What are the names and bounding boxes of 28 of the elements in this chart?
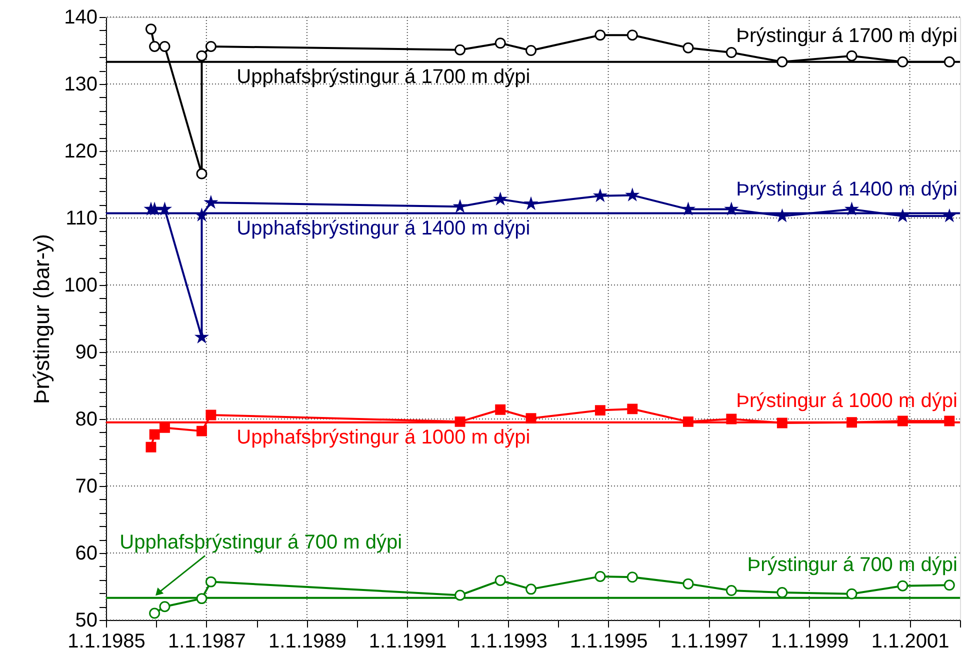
series-label: Þrýstingur á 1000 m dýpi <box>736 390 958 412</box>
ref-line-label: Upphafsþrýstingur á 1400 m dýpi <box>236 217 530 240</box>
y-tick-label: 110 <box>66 208 98 230</box>
y-tick-label: 70 <box>75 476 98 498</box>
x-tick-label: 1.1.1993 <box>469 630 548 652</box>
x-tick-label: 1.1.1987 <box>168 630 246 652</box>
x-tick-label: 1.1.1999 <box>770 630 849 652</box>
x-tick-label: 1.1.1995 <box>570 630 648 652</box>
y-tick-label: 120 <box>64 140 98 162</box>
y-tick-label: 80 <box>75 408 98 430</box>
x-tick-label: 1.1.1989 <box>268 630 346 652</box>
series-label: Þrýstingur á 1400 m dýpi <box>736 178 958 200</box>
ref-line-label: Upphafsþrýstingur á 700 m dýpi <box>120 532 402 554</box>
ref-line-label: Upphafsþrýstingur á 1000 m dýpi <box>236 426 530 448</box>
y-tick-label: 50 <box>75 610 98 632</box>
y-tick-label: 90 <box>75 342 98 364</box>
ref-line-label: Upphafsþrýstingur á 1700 m dýpi <box>236 66 530 88</box>
series-label: Þrýstingur á 700 m dýpi <box>747 554 958 576</box>
x-tick-label: 1.1.1997 <box>670 630 748 652</box>
y-axis-title: Þrýstingur (bar-y) <box>29 234 54 404</box>
x-tick-label: 1.1.1991 <box>368 630 447 652</box>
series-label: Þrýstingur á 1700 m dýpi <box>736 24 958 47</box>
y-tick-label: 60 <box>75 542 98 564</box>
x-tick-label: 1.1.1985 <box>68 630 146 652</box>
y-tick-label: 130 <box>64 74 98 96</box>
y-tick-label: 140 <box>64 6 98 28</box>
y-tick-label: 100 <box>64 274 98 296</box>
x-tick-label: 1.1.2001 <box>871 630 950 652</box>
